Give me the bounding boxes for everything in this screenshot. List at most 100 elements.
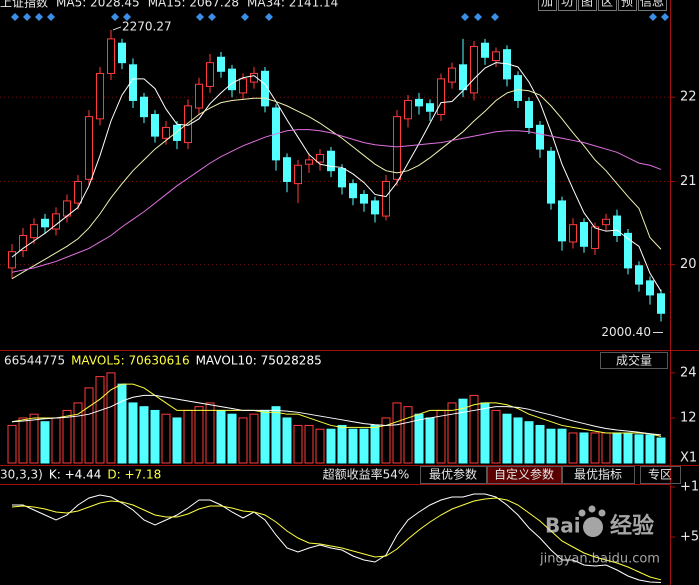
volume-bar	[381, 417, 391, 464]
candle-body	[162, 126, 170, 139]
volume-bar	[513, 417, 523, 464]
volume-bar	[150, 409, 160, 464]
volume-bar	[458, 398, 468, 464]
signal-marker	[491, 13, 499, 21]
candle-body	[129, 64, 137, 101]
candle-body	[613, 215, 621, 236]
volume-bar	[491, 409, 501, 464]
candle-body	[525, 101, 533, 128]
chart-title: 上证指数	[0, 0, 48, 10]
candle-body	[74, 180, 82, 204]
toolbar-button[interactable]	[638, 0, 667, 11]
candle-body	[151, 114, 159, 137]
volume-bar	[271, 406, 281, 464]
toolbar-label[interactable]: 预	[621, 0, 633, 9]
tab-bar	[420, 352, 681, 484]
toolbar-label[interactable]: 区	[601, 0, 613, 9]
volume-bar	[480, 402, 490, 464]
volume-bar	[194, 406, 204, 464]
y-tick-label: 24	[680, 365, 697, 380]
candle-body	[547, 150, 555, 204]
indicator-params: 30,3,3)	[0, 468, 43, 482]
y-tick-label: +5	[680, 530, 699, 545]
volume-bar	[183, 409, 193, 464]
volume-bar	[18, 417, 28, 464]
volume-bar	[337, 424, 347, 464]
candle-body	[591, 226, 599, 249]
volume-bar	[348, 428, 358, 464]
candle-body	[481, 42, 489, 58]
toolbar-label[interactable]: 功	[561, 0, 573, 9]
volume-bar	[414, 413, 424, 464]
legend-entry: MA34: 2141.14	[247, 0, 338, 10]
toolbar-button[interactable]	[578, 0, 597, 11]
volume-bar	[403, 406, 413, 464]
signal-marker	[208, 13, 216, 21]
signal-marker	[461, 13, 469, 21]
volume-bar	[535, 424, 545, 464]
high-annotation: 2270.27	[122, 19, 172, 33]
tab[interactable]: 最优指标	[574, 467, 622, 482]
signal-marker	[111, 13, 119, 21]
toolbar-button[interactable]	[618, 0, 637, 11]
volume-bar	[260, 409, 270, 464]
candle-body	[569, 224, 577, 243]
watermark-product: 经验	[610, 513, 654, 539]
signal-marker	[35, 13, 43, 21]
signal-marker	[196, 13, 204, 21]
candle-body	[448, 67, 456, 83]
legend-entry: D: +7.18	[107, 468, 161, 482]
volume-bar	[293, 424, 303, 464]
ma-line	[11, 62, 662, 292]
candle-body	[426, 103, 434, 112]
volume-bar	[634, 434, 644, 464]
candle-body	[184, 105, 192, 144]
tab[interactable]: 自定义参数	[494, 467, 554, 482]
candle-body	[646, 280, 654, 296]
tab[interactable]: 最优参数	[429, 467, 477, 482]
toolbar-label[interactable]: 信息	[640, 0, 664, 9]
volume-bar	[392, 402, 402, 464]
tab[interactable]: 超额收益率54%	[323, 467, 410, 482]
toolbar-button[interactable]	[558, 0, 577, 11]
volume-bar	[590, 432, 600, 464]
candle-body	[338, 168, 346, 188]
watermark-url: jingyan.baidu.com	[539, 552, 660, 567]
toolbar-button[interactable]	[538, 0, 557, 11]
volume-bar	[161, 413, 171, 464]
volume-bar	[29, 413, 39, 464]
volume-bar	[557, 428, 567, 464]
candle-body	[371, 200, 379, 215]
candle-body	[382, 180, 390, 217]
candle-body	[41, 218, 49, 228]
y-tick-label: +10	[680, 480, 699, 495]
candle-body	[96, 72, 104, 120]
signal-marker	[123, 13, 131, 21]
volume-bar	[612, 432, 622, 464]
tab[interactable]: 专区	[648, 467, 672, 482]
toolbar-button[interactable]	[598, 0, 617, 11]
volume-bar	[73, 402, 83, 464]
toolbar-label[interactable]: 图	[581, 0, 593, 9]
volume-bar	[623, 432, 633, 464]
mavol-line	[11, 383, 662, 437]
volume-bar	[216, 409, 226, 464]
candle-body	[85, 116, 93, 180]
candle-body	[140, 96, 148, 118]
candle-body	[404, 99, 412, 120]
toolbar-label[interactable]: 加	[541, 0, 553, 9]
volume-bar	[645, 434, 655, 464]
candle-body	[261, 70, 269, 107]
candle-body	[415, 98, 423, 107]
volume-bar	[227, 413, 237, 464]
low-annotation: 2000.40	[601, 325, 651, 339]
signal-marker	[47, 13, 55, 21]
legend-entry: MAVOL5: 70630616	[71, 354, 190, 368]
y-tick-label: 20	[680, 257, 697, 272]
candle-body	[283, 157, 291, 182]
volume-bar	[7, 424, 17, 464]
volume-bar	[128, 402, 138, 464]
indicator-button[interactable]: 成交量	[616, 353, 652, 368]
y-tick-label: 12	[680, 410, 697, 425]
